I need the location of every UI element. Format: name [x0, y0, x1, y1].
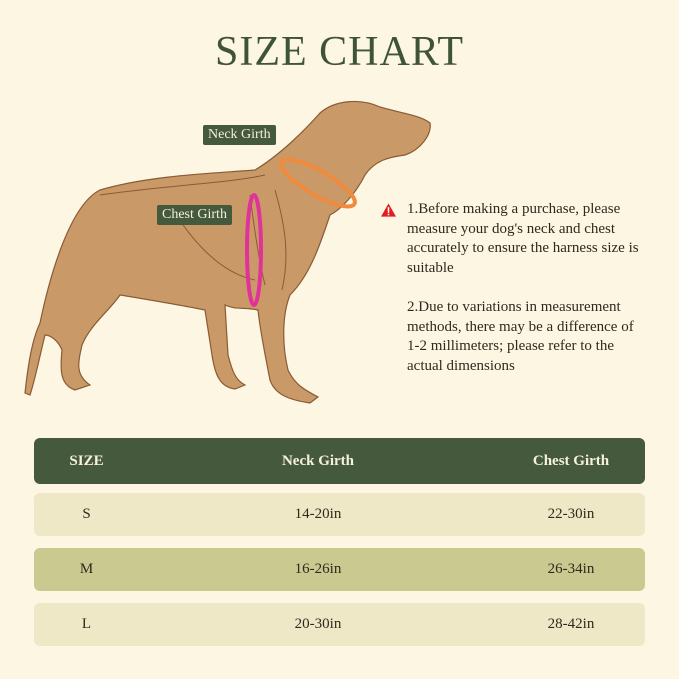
size-cell: S: [82, 506, 91, 522]
dog-illustration: [24, 100, 431, 404]
header-neck-girth: Neck Girth: [281, 452, 355, 469]
header-chest-girth: Chest Girth: [532, 452, 610, 469]
note-2: 2.Due to variations in measurement metho…: [407, 299, 634, 374]
note-1: 1.Before making a purchase, please measu…: [407, 201, 639, 276]
table-header: SIZE Neck Girth Chest Girth: [34, 438, 645, 484]
neck-cell: 20-30in: [294, 616, 342, 632]
header-size: SIZE: [69, 452, 104, 469]
chest-measure-ring: [245, 193, 263, 307]
neck-girth-label: Neck Girth: [203, 125, 276, 145]
neck-cell: 16-26in: [294, 561, 342, 577]
chest-cell: 28-42in: [547, 616, 595, 632]
size-cell: M: [79, 561, 94, 577]
table-row: M 16-26in 26-34in: [34, 548, 645, 591]
table-row: S 14-20in 22-30in: [34, 493, 645, 536]
measurement-notes: 1.Before making a purchase, please measu…: [381, 200, 643, 396]
chest-girth-label: Chest Girth: [157, 205, 232, 225]
warning-triangle-icon: [381, 203, 396, 217]
neck-measure-ring: [279, 157, 357, 209]
table-row: L 20-30in 28-42in: [34, 603, 645, 646]
neck-cell: 14-20in: [294, 506, 342, 522]
size-cell: L: [81, 616, 92, 632]
chest-cell: 22-30in: [547, 506, 595, 522]
size-table: SIZE Neck Girth Chest Girth S 14-20in 22…: [34, 438, 645, 658]
chest-cell: 26-34in: [547, 561, 595, 577]
page-title: SIZE CHART: [215, 29, 464, 75]
